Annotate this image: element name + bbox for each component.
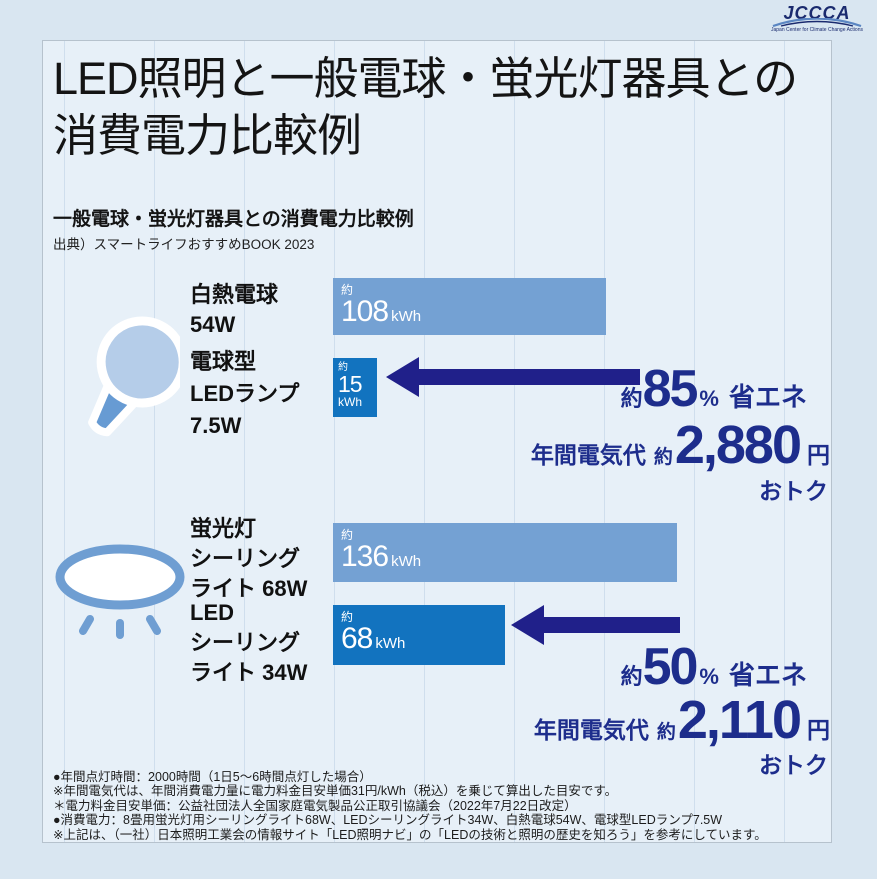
footnote-line: ●消費電力：8畳用蛍光灯用シーリングライト68W、LEDシーリングライト34W、… (53, 813, 723, 828)
savings-percent-row-2: 約 50 % 省エネ (621, 640, 807, 694)
ceiling-light-icon (55, 544, 185, 639)
bar-value: 108 (341, 295, 389, 328)
percent-sign: % (699, 664, 719, 689)
currency-label: 円 (807, 717, 830, 743)
gridline (424, 41, 425, 842)
approx-label: 約 (620, 386, 643, 411)
page-title-line1: LED照明と一般電球・蛍光灯器具との (53, 53, 798, 104)
approx-label: 約 (620, 664, 643, 689)
bar-unit: kWh (391, 553, 422, 570)
footnotes: ●年間点灯時間：2000時間（1日5〜6時間点灯した場合） ※年間電気代は、年間… (53, 770, 819, 842)
gridline (694, 41, 695, 842)
logo-text: JCCCA (783, 3, 851, 23)
bar-fluorescent-136kwh: 約 136 kWh (333, 523, 677, 582)
label-line: 電球型 (190, 349, 257, 374)
gridline (784, 41, 785, 842)
gridline (154, 41, 155, 842)
label-line: シーリング (190, 630, 301, 655)
logo-swoosh-icon (772, 18, 862, 27)
bar-value: 15 (338, 371, 363, 397)
bar-unit: kWh (338, 395, 362, 409)
gridline (514, 41, 515, 842)
save-label: 省エネ (728, 382, 807, 412)
bar-approx: 約 (341, 528, 354, 542)
footnote-line: ●年間点灯時間：2000時間（1日5〜6時間点灯した場合） (53, 770, 372, 784)
label-fluorescent-ceiling: 蛍光灯 シーリング ライト 68W (190, 514, 307, 604)
savings-arrow-icon (386, 357, 640, 397)
page-title-line2: 消費電力比較例 (53, 110, 362, 161)
gridline (64, 41, 65, 842)
chart-subtitle: 一般電球・蛍光灯器具との消費電力比較例 (53, 209, 414, 230)
bar-value: 68 (341, 622, 373, 655)
bar-approx: 約 (341, 283, 354, 297)
label-line: LED (190, 600, 234, 625)
cost-amount: 2,110 (677, 690, 802, 750)
footnote-line: ※年間電気代は、年間消費電力量に電力料金目安単価31円/kWh（税込）を乗じて算… (53, 784, 618, 799)
bar-approx: 約 (341, 610, 354, 624)
savings-percent-row-1: 約 85 % 省エネ (621, 362, 807, 416)
benefit-label-2: おトク (759, 752, 828, 778)
benefit-label-1: おトク (759, 478, 828, 504)
page-title: LED照明と一般電球・蛍光灯器具との 消費電力比較例 (53, 50, 798, 164)
gridline (604, 41, 605, 842)
percent-value: 50 (642, 638, 699, 696)
source-credit: 出典）スマートライフおすすめBOOK 2023 (53, 237, 315, 252)
bar-value: 136 (341, 540, 389, 573)
savings-arrow-icon (511, 605, 680, 645)
label-line: ライト 68W (190, 576, 308, 601)
light-bulb-icon (88, 316, 180, 437)
percent-value: 85 (642, 360, 699, 418)
label-line: LEDランプ (190, 381, 300, 406)
jccca-logo: JCCCA Japan Center for Climate Change Ac… (769, 4, 865, 33)
yearly-cost-label: 年間電気代 (533, 717, 649, 743)
savings-cost-row-1: 年間電気代 約 2,880 円 (531, 417, 830, 473)
bar-incandescent-108kwh: 約 108 kWh (333, 278, 606, 335)
label-led-ceiling: LED シーリング ライト 34W (190, 598, 307, 688)
approx-label: 約 (656, 722, 676, 743)
savings-cost-row-2: 年間電気代 約 2,110 円 (534, 692, 830, 748)
bar-unit: kWh (375, 635, 406, 652)
percent-sign: % (699, 386, 719, 411)
bar-led-lamp-15kwh: 約 15 kWh (333, 358, 377, 417)
save-label: 省エネ (728, 660, 807, 690)
gridline (244, 41, 245, 842)
label-incandescent: 白熱電球 54W (190, 280, 278, 340)
bar-unit: kWh (391, 308, 422, 325)
bar-led-ceiling-68kwh: 約 68 kWh (333, 605, 505, 665)
approx-label: 約 (653, 447, 673, 468)
label-line: 白熱電球 (190, 282, 279, 307)
bar-approx: 約 (338, 362, 348, 373)
logo-tagline: Japan Center for Climate Change Actions (771, 27, 863, 33)
cost-amount: 2,880 (674, 415, 802, 475)
yearly-cost-label: 年間電気代 (530, 442, 646, 468)
chart-panel (42, 40, 832, 843)
gridline (334, 41, 335, 842)
label-line: 54W (190, 312, 236, 337)
currency-label: 円 (807, 442, 830, 468)
label-line: シーリング (190, 546, 301, 571)
footnote-line: ＊電力料金目安単価：公益社団法人全国家庭電気製品公正取引協議会（2022年7月2… (53, 798, 577, 813)
label-line: 蛍光灯 (190, 516, 257, 541)
label-line: 7.5W (190, 413, 242, 438)
label-line: ライト 34W (190, 660, 308, 685)
label-led-lamp: 電球型 LEDランプ 7.5W (190, 346, 299, 442)
footnote-line: ※上記は、（一社）日本照明工業会の情報サイト「LED照明ナビ」の「LEDの技術と… (53, 827, 767, 842)
